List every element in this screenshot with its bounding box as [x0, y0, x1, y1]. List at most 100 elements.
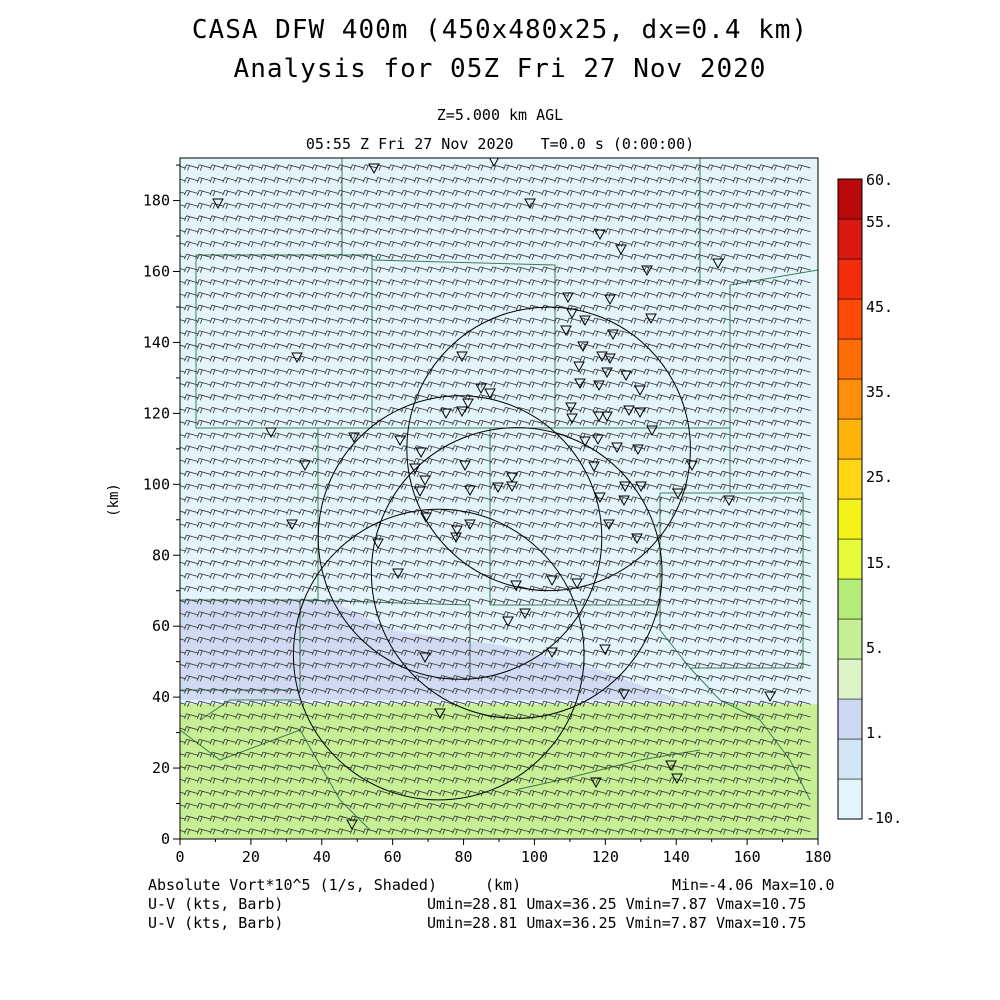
barb-flag	[467, 803, 471, 810]
barb-shaft	[543, 802, 556, 807]
barb-flag	[301, 829, 305, 835]
barb-flag	[353, 803, 356, 810]
wind-barb	[413, 828, 428, 835]
barb-shaft	[645, 777, 658, 782]
barb-flag	[289, 829, 292, 835]
wind-barb	[209, 815, 224, 822]
wind-barb	[681, 828, 696, 835]
barb-flag	[732, 815, 736, 822]
barb-flag	[490, 790, 494, 796]
barb-shaft	[735, 802, 747, 807]
barb-shaft	[722, 790, 735, 794]
barb-flag	[196, 803, 200, 809]
barb-flag	[298, 828, 302, 834]
barb-flag	[735, 829, 739, 835]
barb-flag	[260, 777, 264, 783]
wind-barb	[375, 828, 390, 835]
wind-barb	[375, 815, 390, 822]
barb-shaft	[696, 815, 709, 820]
wind-barb	[732, 828, 747, 835]
barb-flag	[745, 815, 749, 822]
wind-barb	[771, 815, 786, 822]
barb-flag	[697, 803, 701, 810]
wind-barb	[783, 802, 798, 810]
barb-shaft	[773, 802, 786, 807]
barb-flag	[544, 816, 548, 822]
barb-flag	[669, 828, 672, 834]
barb-shaft	[760, 790, 773, 794]
barb-shaft	[416, 802, 428, 807]
barb-flag	[608, 816, 611, 822]
barb-shaft	[275, 777, 288, 782]
barb-flag	[298, 777, 302, 783]
wind-barb	[464, 815, 479, 822]
barb-flag	[172, 573, 174, 578]
barb-shaft	[377, 777, 390, 782]
barb-flag	[442, 829, 446, 835]
barb-flag	[503, 777, 506, 783]
barb-shaft	[237, 790, 250, 794]
barb-shaft	[798, 815, 811, 820]
barb-shaft	[180, 791, 186, 794]
barb-flag	[518, 791, 522, 797]
barb-shaft	[186, 802, 199, 807]
barb-flag	[172, 790, 174, 795]
wind-barb	[260, 815, 275, 822]
barb-shaft	[211, 777, 224, 782]
barb-flag	[209, 815, 213, 822]
barb-flag	[175, 727, 177, 732]
wind-barb	[554, 802, 569, 810]
barb-flag	[464, 803, 468, 809]
barb-flag	[467, 791, 471, 797]
barb-flag	[452, 815, 455, 822]
barb-shaft	[543, 777, 556, 782]
barb-flag	[748, 791, 752, 797]
wind-barb	[439, 802, 454, 810]
barb-shaft	[569, 802, 581, 807]
barb-shaft	[224, 802, 237, 807]
barb-flag	[723, 803, 726, 810]
barb-flag	[569, 778, 573, 784]
barb-flag	[783, 803, 787, 809]
barb-shaft	[607, 815, 620, 820]
barb-flag	[187, 816, 190, 822]
barb-flag	[557, 778, 560, 784]
wind-barb	[388, 802, 403, 810]
barb-shaft	[416, 777, 428, 782]
wind-barb	[184, 777, 199, 784]
barb-shaft	[633, 815, 645, 820]
wind-barb	[209, 790, 224, 797]
wind-barb	[413, 815, 428, 822]
barb-flag	[196, 777, 200, 783]
barb-flag	[311, 803, 315, 809]
barb-flag	[672, 803, 675, 810]
barb-shaft	[199, 815, 211, 820]
barb-shaft	[543, 828, 556, 833]
barb-shaft	[224, 790, 237, 794]
barb-flag	[566, 790, 570, 796]
wind-barb	[643, 790, 658, 797]
barb-shaft	[722, 828, 735, 833]
wind-barb	[464, 790, 479, 797]
barb-shaft	[301, 815, 314, 820]
wind-barb	[541, 790, 556, 797]
wind-barb	[503, 802, 518, 810]
wind-barb	[180, 817, 186, 820]
barb-shaft	[569, 828, 581, 833]
barb-flag	[298, 803, 302, 809]
barb-shaft	[352, 828, 365, 833]
barb-flag	[238, 778, 241, 784]
barb-flag	[480, 816, 484, 822]
barb-shaft	[326, 790, 339, 794]
barb-shaft	[314, 828, 326, 833]
barb-shaft	[518, 790, 530, 794]
barb-shaft	[326, 815, 339, 820]
barb-shaft	[403, 790, 416, 794]
barb-flag	[175, 791, 177, 796]
barb-flag	[340, 816, 344, 822]
barb-flag	[620, 829, 624, 835]
wind-barb	[401, 777, 416, 784]
barb-shaft	[199, 802, 211, 807]
barb-flag	[222, 815, 226, 822]
barb-flag	[362, 790, 366, 796]
